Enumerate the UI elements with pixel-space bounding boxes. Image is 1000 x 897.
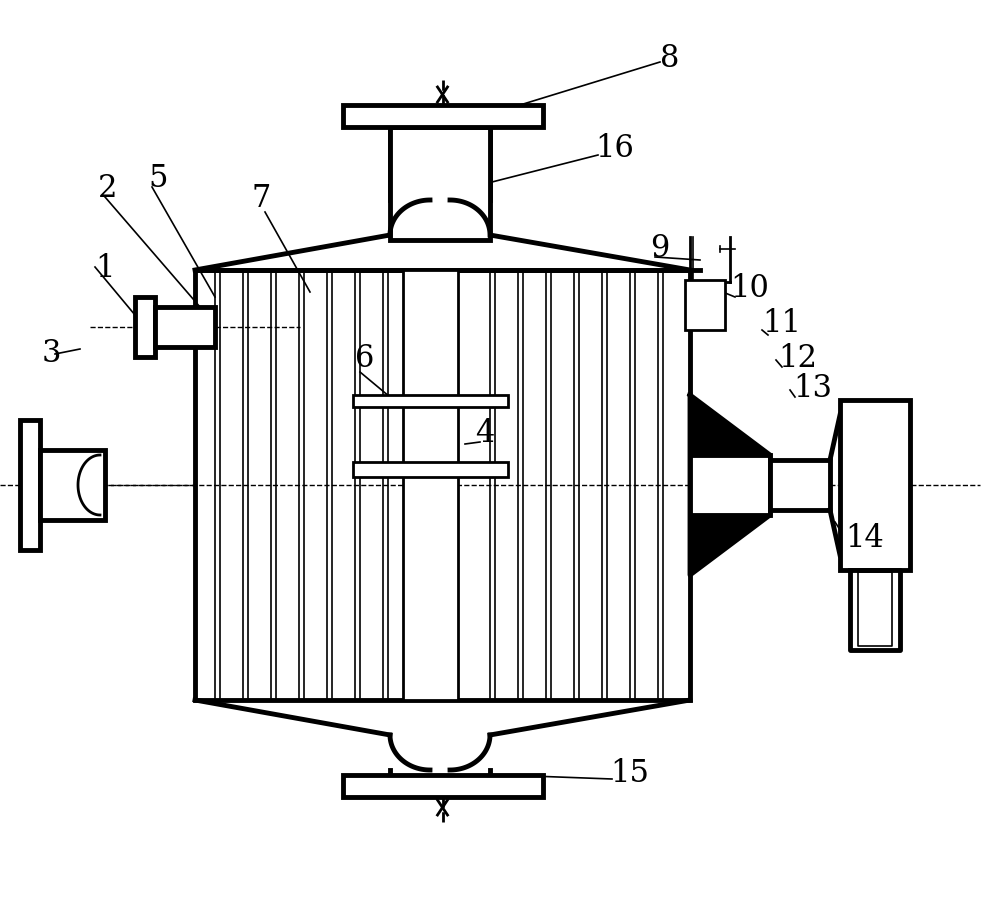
Bar [40, 450, 105, 520]
Text: 4: 4 [475, 418, 494, 449]
Text: 2: 2 [98, 173, 118, 204]
Bar [685, 280, 725, 330]
Bar [342, 775, 542, 797]
Bar [155, 307, 215, 347]
Text: 10: 10 [730, 273, 769, 304]
Bar [353, 462, 508, 477]
Text: 11: 11 [762, 308, 801, 339]
Bar [342, 105, 542, 127]
Polygon shape [850, 570, 900, 650]
Text: 7: 7 [252, 183, 271, 214]
Text: 6: 6 [355, 343, 374, 374]
Text: 15: 15 [610, 758, 649, 789]
Text: 3: 3 [42, 338, 62, 369]
Bar [135, 297, 155, 357]
Bar [840, 400, 910, 570]
Text: 1: 1 [95, 253, 114, 284]
Text: 13: 13 [793, 373, 832, 404]
Bar [770, 460, 830, 510]
Text: 14: 14 [845, 523, 884, 554]
Text: 16: 16 [595, 133, 634, 164]
Bar [195, 270, 690, 700]
Text: 12: 12 [778, 343, 817, 374]
Text: 9: 9 [650, 233, 669, 264]
Text: 5: 5 [148, 163, 168, 194]
Bar [403, 270, 458, 700]
Text: 8: 8 [660, 43, 679, 74]
Bar [353, 395, 508, 407]
Bar [390, 127, 490, 240]
Bar [690, 455, 770, 515]
Bar [20, 420, 40, 550]
Polygon shape [690, 395, 770, 575]
